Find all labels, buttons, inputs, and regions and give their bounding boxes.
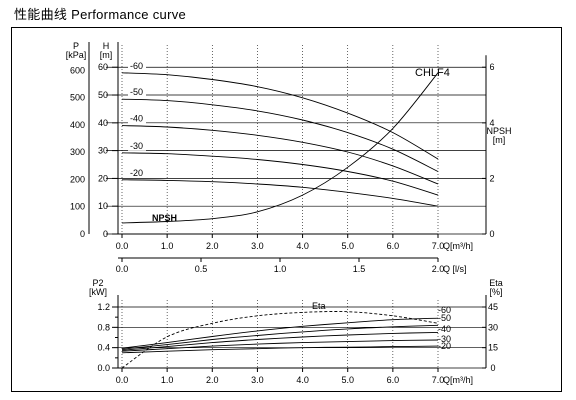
top-p-title-line-0: P (73, 41, 79, 51)
top-xtick-label-3: 3.0 (251, 241, 264, 251)
series-layer (121, 72, 439, 369)
top-label-bg-0 (128, 167, 146, 178)
top-curve-n50 (121, 98, 439, 172)
bot-eta-label-2: 30 (488, 322, 498, 332)
bot-series-label-4: -60 (438, 305, 451, 315)
bot-series-label-0: -20 (438, 341, 451, 351)
top-xtick-label-1: 1.0 (161, 241, 174, 251)
top-series-label-2: -40 (130, 114, 143, 124)
top-npsh-label-3: 6 (489, 62, 494, 72)
top-xtick-label-7: 7.0 (432, 241, 445, 251)
top-p-label-0: 0 (80, 229, 85, 239)
top-p-label-6: 600 (70, 65, 85, 75)
top-h-label-4: 40 (98, 118, 108, 128)
top-npsh-title-line-0: NPSH (486, 126, 511, 136)
top-npsh-label-1: 2 (489, 173, 494, 183)
ls-tick-label-3: 1.5 (353, 264, 366, 274)
bot-series-label-3: -50 (438, 313, 451, 323)
top-npsh-title-line-1: [m] (493, 135, 506, 145)
bot-x-title: Q[m³/h] (443, 375, 473, 385)
top-h-label-2: 20 (98, 173, 108, 183)
bot-curve-n20 (121, 345, 439, 354)
bot-p2-title-line-1: [kW] (89, 287, 107, 297)
top-npsh-label-0: 0 (489, 229, 494, 239)
top-h-label-1: 10 (98, 201, 108, 211)
ls-tick-label-2: 1.0 (274, 264, 287, 274)
top-curve-n40 (121, 125, 439, 185)
bot-curve-n60 (121, 317, 439, 349)
bot-curve-n50 (121, 324, 439, 350)
bot-series-label-2: -40 (438, 324, 451, 334)
chart-frame (11, 27, 562, 392)
bot-curve-n30 (121, 339, 439, 352)
page-heading: 性能曲线 Performance curve (14, 7, 187, 22)
top-h-title-line-0: H (103, 41, 110, 51)
ls-tick-label-0: 0.0 (116, 264, 129, 274)
eta-label: Eta (312, 301, 326, 311)
bot-p2-label-1: 0.4 (97, 343, 110, 353)
top-p-label-4: 400 (70, 120, 85, 130)
grid-layer (106, 45, 486, 369)
text-layer: 0.0 1.0 2.0 3.0 4.0 5.0 6.0 7.00102030405060010… (66, 41, 512, 385)
bot-eta-title-line-1: [%] (489, 287, 502, 297)
bot-xtick-label-4: 4.0 (296, 375, 309, 385)
top-p-label-3: 300 (70, 147, 85, 157)
bot-series-label-1: -30 (438, 334, 451, 344)
top-curve-n30 (121, 152, 439, 196)
top-xtick-label-0: 0.0 (116, 241, 129, 251)
top-series-label-3: -50 (130, 87, 143, 97)
top-p-label-1: 100 (70, 202, 85, 212)
top-p-label-5: 500 (70, 93, 85, 103)
bot-p2-label-0: 0.0 (97, 363, 110, 373)
bot-xtick-label-2: 2.0 (206, 375, 219, 385)
top-xtick-label-2: 2.0 (206, 241, 219, 251)
axes-layer (88, 42, 487, 372)
top-series-label-0: -20 (130, 168, 143, 178)
bot-xtick-label-7: 7.0 (432, 375, 445, 385)
npsh-label: NPSH (152, 213, 177, 223)
bot-eta-title-line-0: Eta (489, 278, 503, 288)
top-p-title-line-1: [kPa] (66, 50, 87, 60)
top-x-title: Q[m³/h] (443, 241, 473, 251)
bot-eta-label-0: 0 (490, 363, 495, 373)
bot-eta-label-3: 45 (488, 302, 498, 312)
top-curve-n20 (121, 179, 439, 207)
top-series-label-1: -30 (130, 141, 143, 151)
top-p-label-2: 200 (70, 174, 85, 184)
top-xtick-label-4: 4.0 (296, 241, 309, 251)
top-h-label-5: 50 (98, 90, 108, 100)
top-series-label-4: -60 (130, 61, 143, 71)
top-curve-NPSH (121, 72, 439, 224)
top-npsh-label-2: 4 (489, 118, 494, 128)
top-h-label-6: 60 (98, 62, 108, 72)
bot-p2-label-2: 0.8 (97, 322, 110, 332)
top-curve-n60 (121, 72, 439, 160)
ls-tick-label-1: 0.5 (195, 264, 208, 274)
top-label-bg-1 (128, 140, 146, 151)
bot-eta-label-1: 15 (488, 343, 498, 353)
bot-curve-Eta (121, 311, 439, 369)
top-xtick-label-5: 5.0 (341, 241, 354, 251)
bot-xtick-label-3: 3.0 (251, 375, 264, 385)
bot-xtick-label-1: 1.0 (161, 375, 174, 385)
bot-xtick-label-6: 6.0 (387, 375, 400, 385)
top-xtick-label-6: 6.0 (387, 241, 400, 251)
top-h-label-0: 0 (103, 229, 108, 239)
top-label-bg-4 (128, 60, 146, 71)
bot-xtick-label-0: 0.0 (116, 375, 129, 385)
top-h-title-line-1: [m] (100, 50, 113, 60)
top-label-bg-3 (128, 87, 146, 98)
ls-title: Q [l/s] (443, 264, 467, 274)
bot-curve-n40 (121, 331, 439, 351)
bot-xtick-label-5: 5.0 (341, 375, 354, 385)
bot-p2-title-line-0: P2 (92, 278, 103, 288)
top-label-bg-2 (128, 113, 146, 124)
bot-p2-label-3: 1.2 (97, 302, 110, 312)
top-h-label-3: 30 (98, 146, 108, 156)
ls-tick-label-4: 2.0 (432, 264, 445, 274)
chart-title: CHLF4 (415, 67, 450, 79)
